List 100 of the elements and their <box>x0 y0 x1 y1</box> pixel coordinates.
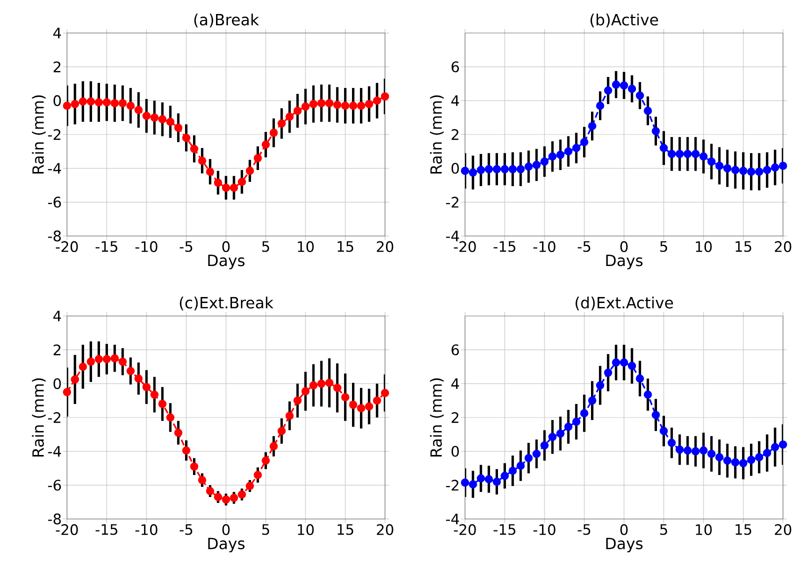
x-tick-label: 15 <box>338 524 354 535</box>
chart-title: (c)Ext.Break <box>180 296 274 310</box>
point <box>126 102 135 110</box>
point <box>325 378 334 387</box>
y-tick-label: -4 <box>446 514 460 524</box>
x-tick-label: -5 <box>180 524 192 535</box>
point <box>660 426 668 436</box>
chart-title: (a)Break <box>194 14 259 28</box>
point <box>755 168 764 176</box>
point <box>540 441 549 450</box>
y-tick-label: -2 <box>48 129 60 140</box>
point <box>747 168 756 176</box>
y-tick-label: 2 <box>54 61 60 72</box>
point <box>372 396 382 405</box>
x-tick-label: -20 <box>454 524 476 536</box>
x-axis-title: Days <box>208 254 245 270</box>
point <box>246 166 254 175</box>
point <box>476 166 486 174</box>
point <box>126 366 135 376</box>
point <box>723 164 732 172</box>
x-tick-label: 5 <box>660 524 668 535</box>
point <box>476 474 486 482</box>
point <box>763 166 772 174</box>
point <box>508 466 517 475</box>
point <box>158 400 167 408</box>
y-axis-title: Rain (mm) <box>430 378 444 456</box>
point <box>660 144 668 152</box>
point <box>636 374 644 383</box>
point <box>222 184 230 192</box>
point <box>372 96 382 105</box>
x-tick-label: 20 <box>774 524 792 536</box>
x-tick-label: 0 <box>620 241 628 252</box>
point <box>763 448 772 458</box>
point <box>134 106 143 114</box>
point <box>676 150 684 158</box>
point <box>460 478 470 487</box>
x-tick-label: -15 <box>494 524 516 535</box>
point <box>70 375 80 384</box>
point <box>254 154 262 162</box>
point <box>604 86 612 95</box>
y-tick-label: -2 <box>48 412 60 423</box>
point <box>524 454 533 462</box>
point <box>158 115 167 124</box>
point <box>182 446 190 455</box>
y-tick-label: 6 <box>452 344 459 356</box>
point <box>118 358 127 366</box>
point <box>715 162 724 170</box>
point <box>102 98 111 106</box>
point <box>262 140 270 149</box>
y-tick-label: -2 <box>446 480 458 491</box>
point <box>500 165 509 174</box>
y-tick-label: -4 <box>446 230 460 242</box>
point <box>755 453 764 462</box>
point <box>230 184 238 192</box>
point <box>214 178 222 187</box>
point <box>548 152 557 161</box>
point <box>644 106 652 115</box>
point <box>644 390 652 399</box>
point <box>206 486 214 496</box>
point <box>628 84 636 93</box>
x-tick-label: 0 <box>620 524 628 536</box>
point <box>484 475 493 484</box>
point <box>770 443 780 452</box>
x-tick-label: 20 <box>376 241 394 252</box>
point <box>198 156 206 165</box>
point <box>317 380 326 388</box>
point <box>628 362 636 370</box>
y-tick-label: 6 <box>452 61 459 72</box>
point <box>62 388 72 396</box>
x-tick-label: 15 <box>736 524 752 535</box>
point <box>214 492 222 502</box>
point <box>508 165 517 174</box>
chart-title: (b)Active <box>590 14 658 28</box>
x-axis-title: Days <box>606 254 643 270</box>
point <box>349 400 358 409</box>
point <box>532 450 541 458</box>
point <box>778 440 788 449</box>
point <box>238 490 246 499</box>
point <box>293 106 302 115</box>
y-tick-label: 0 <box>54 378 61 390</box>
point <box>612 358 620 367</box>
point <box>94 355 103 364</box>
x-tick-label: -20 <box>56 524 78 536</box>
point <box>556 150 565 159</box>
x-tick-label: -20 <box>56 241 78 252</box>
x-axis-title: Days <box>208 538 245 552</box>
y-tick-label: 2 <box>54 344 60 356</box>
point <box>341 393 350 402</box>
point <box>286 412 294 420</box>
x-tick-label: -15 <box>494 241 516 252</box>
y-tick-label: 2 <box>452 129 458 140</box>
point <box>333 100 342 109</box>
point <box>150 390 159 399</box>
x-tick-label: 5 <box>262 524 270 535</box>
y-tick-label: -6 <box>48 196 61 208</box>
point <box>142 382 151 392</box>
x-tick-label: 10 <box>298 524 314 536</box>
point <box>684 446 692 455</box>
point <box>684 150 692 158</box>
point <box>556 429 565 438</box>
